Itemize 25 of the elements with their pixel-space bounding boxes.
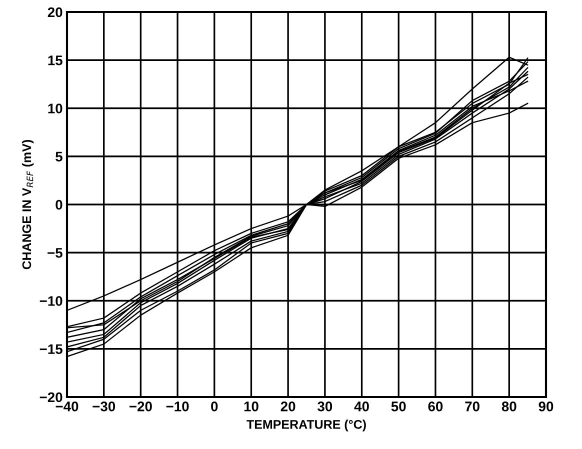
x-tick-label: −20	[129, 402, 152, 412]
y-tick-label: 10	[48, 104, 62, 114]
x-tick-label: −30	[92, 402, 116, 412]
y-tick-label: 5	[56, 152, 62, 162]
y-axis-title: CHANGE IN V$_{REF}$ (mV)	[22, 140, 34, 270]
y-tick-label: −20	[40, 392, 62, 402]
x-tick-label: 0	[211, 402, 218, 412]
x-tick-label: 20	[280, 402, 296, 412]
x-tick-label: 30	[318, 402, 332, 412]
y-tick-label: −10	[40, 296, 62, 306]
x-tick-label: 70	[465, 402, 480, 412]
x-tick-label: 90	[538, 402, 554, 412]
x-tick-label: −10	[166, 402, 189, 412]
x-tick-label: 60	[428, 402, 443, 412]
x-tick-label: 50	[391, 402, 406, 412]
y-tick-label: −15	[40, 344, 62, 354]
x-tick-label: 40	[354, 402, 369, 412]
x-tick-label: −40	[56, 402, 78, 412]
x-tick-label: 80	[502, 402, 516, 412]
x-axis-title: TEMPERATURE (°C)	[246, 420, 366, 432]
y-tick-label: 20	[48, 7, 62, 18]
y-tick-label: −5	[48, 248, 62, 258]
y-tick-label: 0	[56, 200, 62, 210]
x-tick-label: 10	[244, 402, 258, 412]
y-tick-label: 15	[48, 56, 62, 66]
